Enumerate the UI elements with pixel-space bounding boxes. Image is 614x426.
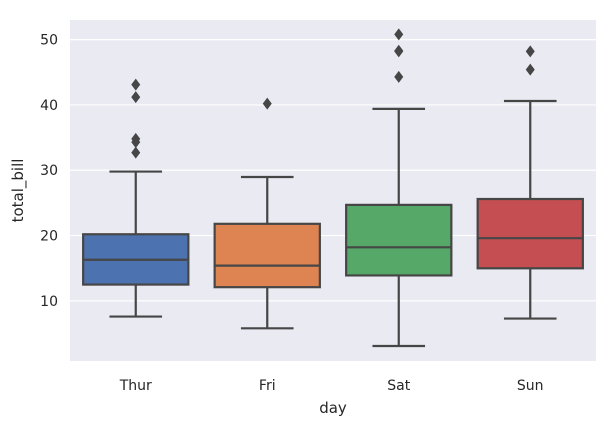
outlier-point-thur	[131, 146, 141, 159]
box-sat	[345, 203, 453, 277]
y-tick-label: 10	[40, 294, 58, 310]
outlier-point-thur	[131, 91, 141, 104]
outlier-point-sat	[394, 28, 404, 41]
y-tick-label: 40	[40, 98, 58, 114]
box-group-fri	[213, 97, 321, 330]
x-tick-label-sun: Sun	[517, 378, 544, 394]
outlier-point-sat	[394, 44, 404, 57]
outlier-point-sun	[525, 45, 535, 58]
box-fri	[213, 222, 321, 289]
box-group-sun	[476, 45, 584, 320]
plot-background	[70, 20, 596, 361]
x-tick-label-sat: Sat	[387, 378, 410, 394]
x-axis-label: day	[319, 399, 347, 417]
box-group-thur	[82, 78, 190, 318]
outlier-point-thur	[131, 132, 141, 145]
y-tick-label: 20	[40, 229, 58, 245]
outlier-point-thur	[131, 78, 141, 91]
box-sun	[476, 197, 584, 270]
box-group-sat	[345, 28, 453, 348]
y-tick-label: 30	[40, 163, 58, 179]
y-tick-label: 50	[40, 33, 58, 49]
x-axis-ticks: Thur Fri Sat Sun	[119, 378, 544, 394]
x-tick-label-thur: Thur	[119, 378, 152, 394]
boxes	[82, 28, 584, 348]
x-tick-label-fri: Fri	[259, 378, 276, 394]
outlier-point-sun	[525, 63, 535, 76]
y-axis-ticks: 10 20 30 40 50	[40, 33, 58, 310]
outlier-point-sat	[394, 70, 404, 83]
outlier-point-fri	[262, 97, 272, 110]
y-axis-label: total_bill	[9, 159, 28, 223]
